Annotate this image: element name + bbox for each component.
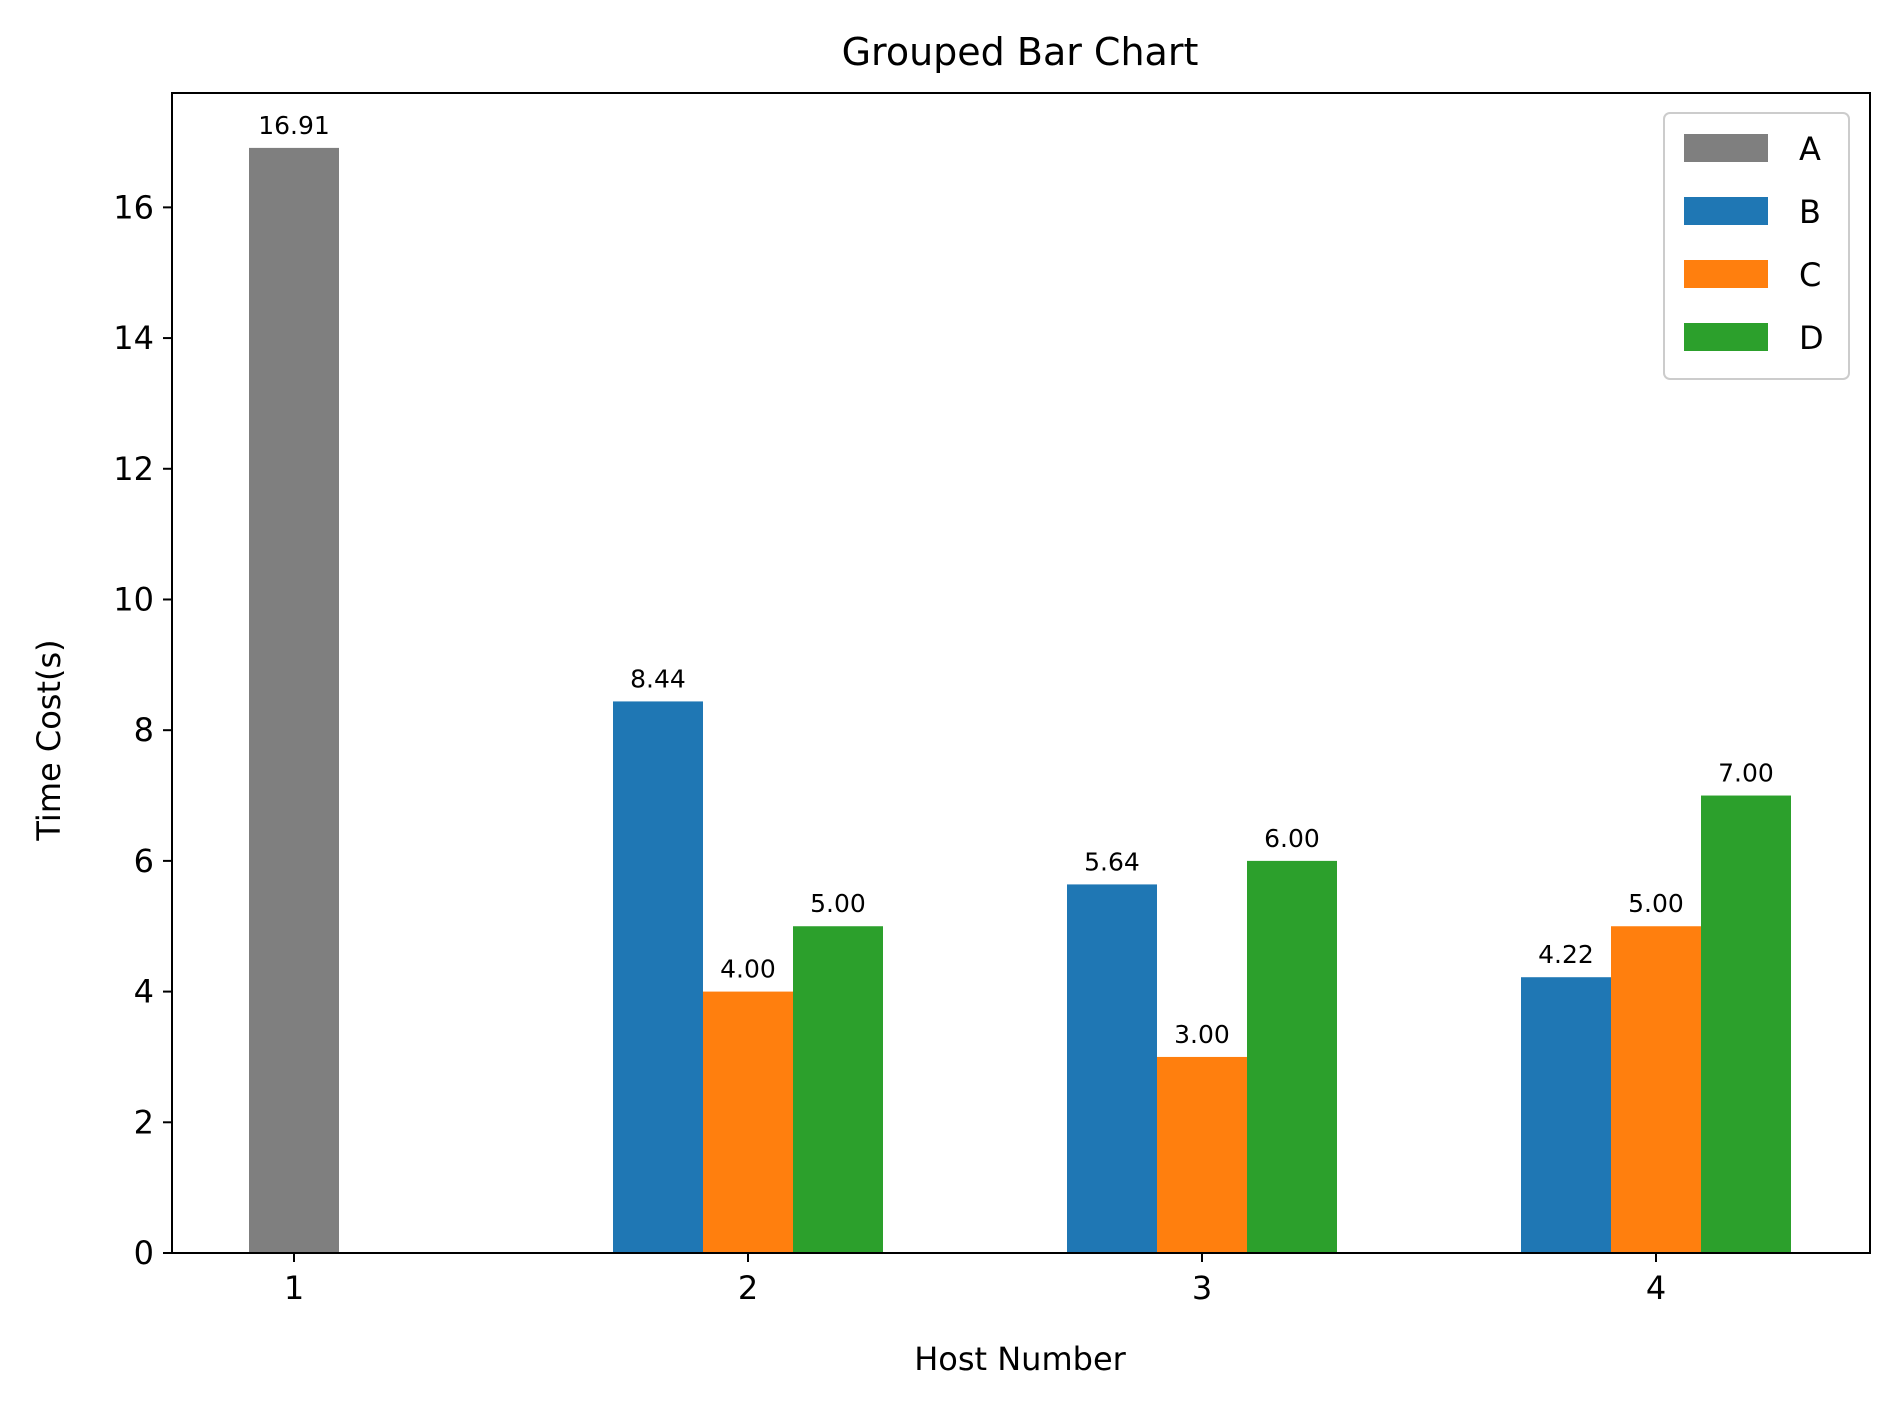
x-axis-label: Host Number	[914, 1340, 1126, 1378]
value-label-b-host-4: 4.22	[1538, 940, 1594, 969]
y-axis-label: Time Cost(s)	[30, 639, 68, 841]
plot-area: 16.91 8.44 5.64 4.22 4.00 3.00 5.00 5.00 6.00 7.0…	[113, 92, 1871, 1307]
legend-label-d: D	[1799, 319, 1824, 357]
y-tick-label: 8	[134, 711, 154, 749]
bar-c-host-3	[1157, 1056, 1247, 1253]
bar-c-host-4	[1611, 926, 1701, 1253]
y-tick-label: 10	[113, 580, 154, 618]
y-tick-label: 4	[134, 973, 154, 1011]
value-label-c-host-3: 3.00	[1174, 1020, 1230, 1049]
chart-title: Grouped Bar Chart	[842, 30, 1199, 74]
value-label-d-host-3: 6.00	[1264, 824, 1320, 853]
bar-c-host-2	[703, 991, 793, 1253]
bar-d-host-4	[1701, 795, 1791, 1253]
value-label-d-host-4: 7.00	[1718, 759, 1774, 788]
bar-b-host-4	[1521, 977, 1611, 1253]
x-tick-label: 3	[1192, 1269, 1212, 1307]
bar-d-host-2	[793, 926, 883, 1253]
bar-b-host-2	[613, 701, 703, 1253]
y-tick-label: 2	[134, 1103, 154, 1141]
legend-box	[1663, 112, 1850, 380]
y-tick-label: 0	[134, 1234, 154, 1272]
legend-label-b: B	[1799, 193, 1821, 231]
legend-swatch-b	[1684, 197, 1768, 225]
legend-swatch-a	[1684, 134, 1768, 162]
axes-frame	[171, 92, 1871, 1254]
bar-b-host-3	[1067, 884, 1157, 1253]
bar-a-host-1	[249, 147, 339, 1254]
x-tick-label: 2	[738, 1269, 758, 1307]
y-tick-label: 12	[113, 450, 154, 488]
value-label-c-host-4: 5.00	[1628, 889, 1684, 918]
legend-swatch-c	[1684, 260, 1768, 288]
value-label-a-host-1: 16.91	[258, 111, 330, 140]
legend-swatch-d	[1684, 323, 1768, 351]
x-tick-label: 1	[284, 1269, 304, 1307]
y-tick-label: 6	[134, 842, 154, 880]
value-label-b-host-2: 8.44	[630, 664, 686, 693]
legend-label-c: C	[1799, 256, 1821, 294]
y-tick-label: 14	[113, 319, 154, 357]
bar-d-host-3	[1247, 860, 1337, 1253]
legend-label-a: A	[1799, 130, 1821, 168]
value-label-b-host-3: 5.64	[1084, 847, 1140, 876]
x-tick-label: 4	[1646, 1269, 1666, 1307]
value-label-c-host-2: 4.00	[720, 955, 776, 984]
y-tick-label: 16	[113, 188, 154, 226]
value-label-d-host-2: 5.00	[810, 889, 866, 918]
